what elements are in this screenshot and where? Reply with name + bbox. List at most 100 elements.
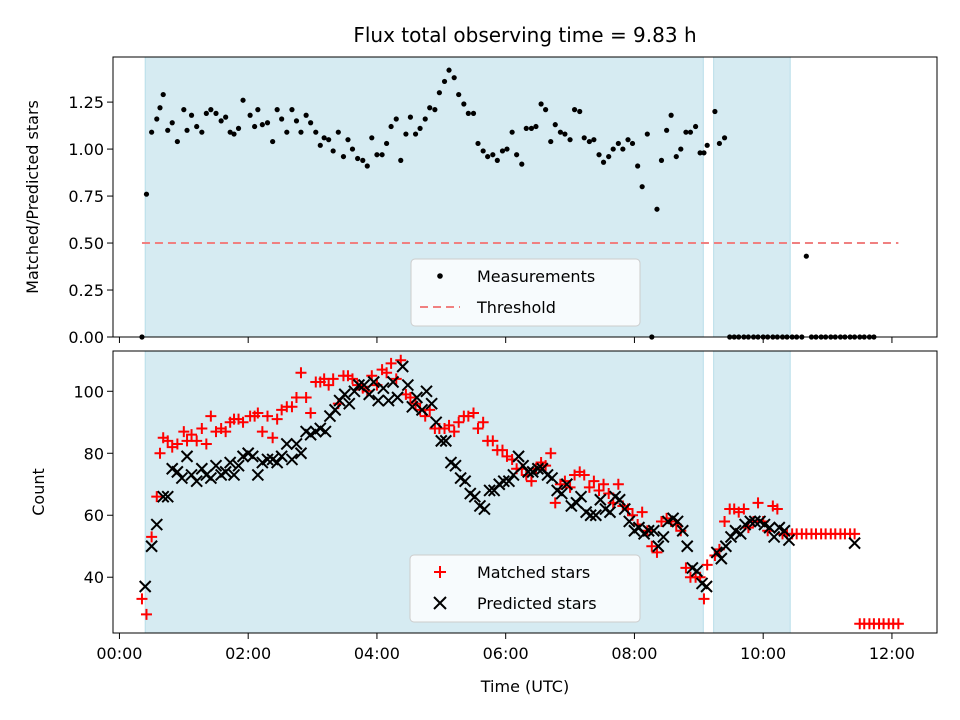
ratio-legend-box [410,258,641,327]
legend-measurements-marker [437,273,443,279]
data-point [240,97,246,103]
data-point [231,131,237,137]
legend-measurements-label: Measurements [477,267,595,286]
ratio-axis-ticks: 0.00 0.25 0.50 0.75 1.00 1.25 [68,93,893,347]
data-point [525,475,537,487]
data-point [594,493,607,506]
data-point [404,391,416,403]
data-point [545,447,557,459]
data-point [523,125,529,132]
data-point [256,426,268,438]
data-point [509,129,515,135]
data-point [367,375,380,389]
data-point [300,391,312,403]
data-point [681,540,694,553]
data-point [664,127,670,133]
data-point [475,140,481,147]
data-point [252,123,258,130]
data-point [673,153,679,160]
data-point [446,67,452,73]
data-point [567,137,573,143]
data-point [504,146,510,152]
x-tick-label: 10:00 [740,644,786,663]
data-point [657,530,670,544]
data-point [326,137,332,143]
data-point [591,137,597,143]
data-point [352,378,366,392]
data-point [803,253,809,259]
data-point [427,105,433,111]
data-point [545,471,559,485]
data-point [227,468,241,482]
data-point [499,148,506,154]
data-point [227,129,233,135]
data-point [782,533,796,547]
data-point [323,379,335,391]
y-tick-label: 80 [84,444,104,463]
observing-window-2 [713,350,791,634]
data-point [213,110,219,116]
data-point [692,123,699,130]
data-point [654,206,660,212]
count-series [136,354,904,630]
data-point [435,434,448,448]
data-point [186,429,198,441]
data-point [267,432,279,444]
data-point [298,129,304,135]
data-point [157,105,163,111]
y-tick-label: 60 [84,506,104,525]
y-tick-label: 0.50 [68,234,104,253]
ratio-plot-frame [112,56,938,338]
data-point [271,413,283,425]
data-point [264,120,271,126]
data-point [552,122,558,128]
data-point [403,131,409,137]
data-point [639,184,645,190]
data-point [146,531,158,543]
data-point [319,425,332,438]
data-point [203,110,209,116]
data-point [704,142,710,148]
data-point [420,385,433,398]
data-point [363,388,376,401]
data-point [738,503,750,515]
data-point [606,153,612,160]
data-point [480,148,486,154]
data-point [279,116,285,122]
count-plot-frame [112,350,938,634]
data-point [410,391,424,404]
data-point [294,447,308,460]
data-point [586,138,592,145]
data-point [220,426,232,438]
data-point [528,125,535,132]
data-point [219,465,232,479]
data-point [629,140,636,147]
data-point [623,515,636,528]
data-point [194,123,200,130]
data-point [671,515,684,528]
y-tick-label: 0.00 [68,328,104,347]
data-point [603,505,617,519]
data-point [522,465,535,479]
data-point [548,138,554,145]
data-point [470,110,477,116]
data-point [369,135,375,141]
data-point [533,123,539,130]
data-point [678,146,684,152]
data-point [382,394,395,407]
x-tick-label: 06:00 [483,644,529,663]
data-point [636,506,648,518]
data-point [386,375,400,389]
data-point [161,490,174,503]
data-point [701,150,707,156]
data-point [340,153,347,160]
data-point [422,116,428,122]
data-point [436,90,442,96]
data-point [305,407,317,419]
x-tick-label: 02:00 [225,644,271,663]
data-point [612,478,624,490]
data-point [687,129,694,135]
data-point [348,385,361,398]
data-point [449,459,462,472]
